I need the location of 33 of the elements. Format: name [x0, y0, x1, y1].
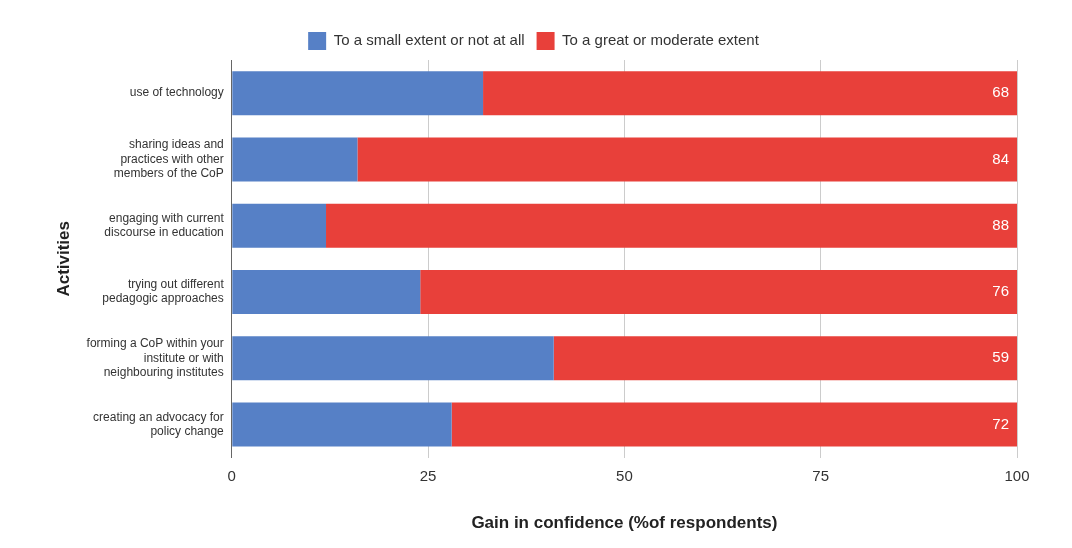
data-label: 76	[992, 282, 1009, 300]
data-label: 88	[992, 215, 1009, 233]
legend-label: To a great or moderate extent	[562, 31, 760, 49]
data-label: 68	[992, 83, 1009, 101]
y-tick-label: creating an advocacy for policy change	[93, 409, 225, 438]
x-tick-label: 0	[227, 466, 236, 484]
bar	[232, 203, 327, 248]
bar	[232, 402, 452, 447]
x-tick-label: 75	[812, 466, 830, 484]
bar	[420, 269, 1017, 314]
x-tick-label: 25	[419, 466, 437, 484]
bar	[553, 336, 1017, 381]
data-label: 59	[992, 348, 1009, 366]
data-label: 84	[992, 149, 1009, 167]
data-label: 72	[992, 414, 1009, 432]
bar	[232, 336, 554, 381]
y-tick-label: use of technology	[129, 85, 224, 100]
y-axis-title: Activities	[53, 221, 73, 297]
legend-label: To a small extent or not at all	[333, 31, 525, 49]
x-tick-label: 50	[616, 466, 633, 484]
y-tick-label: sharing ideas and practices with other members of the CoP	[113, 137, 224, 181]
y-tick-label: engaging with current discourse in education	[104, 210, 225, 240]
x-axis-title: Gain in confidence (%of respondents)	[471, 513, 778, 533]
bar	[232, 137, 358, 182]
bar	[483, 71, 1017, 116]
bar	[232, 269, 421, 314]
bar	[232, 71, 484, 116]
bar	[357, 137, 1017, 182]
bar	[451, 402, 1017, 447]
x-tick-label: 100	[1004, 466, 1030, 484]
y-tick-label: trying out different pedagogic approaches	[102, 277, 225, 306]
y-tick-label: forming a CoP within your institute or with neighbouring institutes	[86, 336, 224, 379]
bar	[326, 203, 1017, 248]
